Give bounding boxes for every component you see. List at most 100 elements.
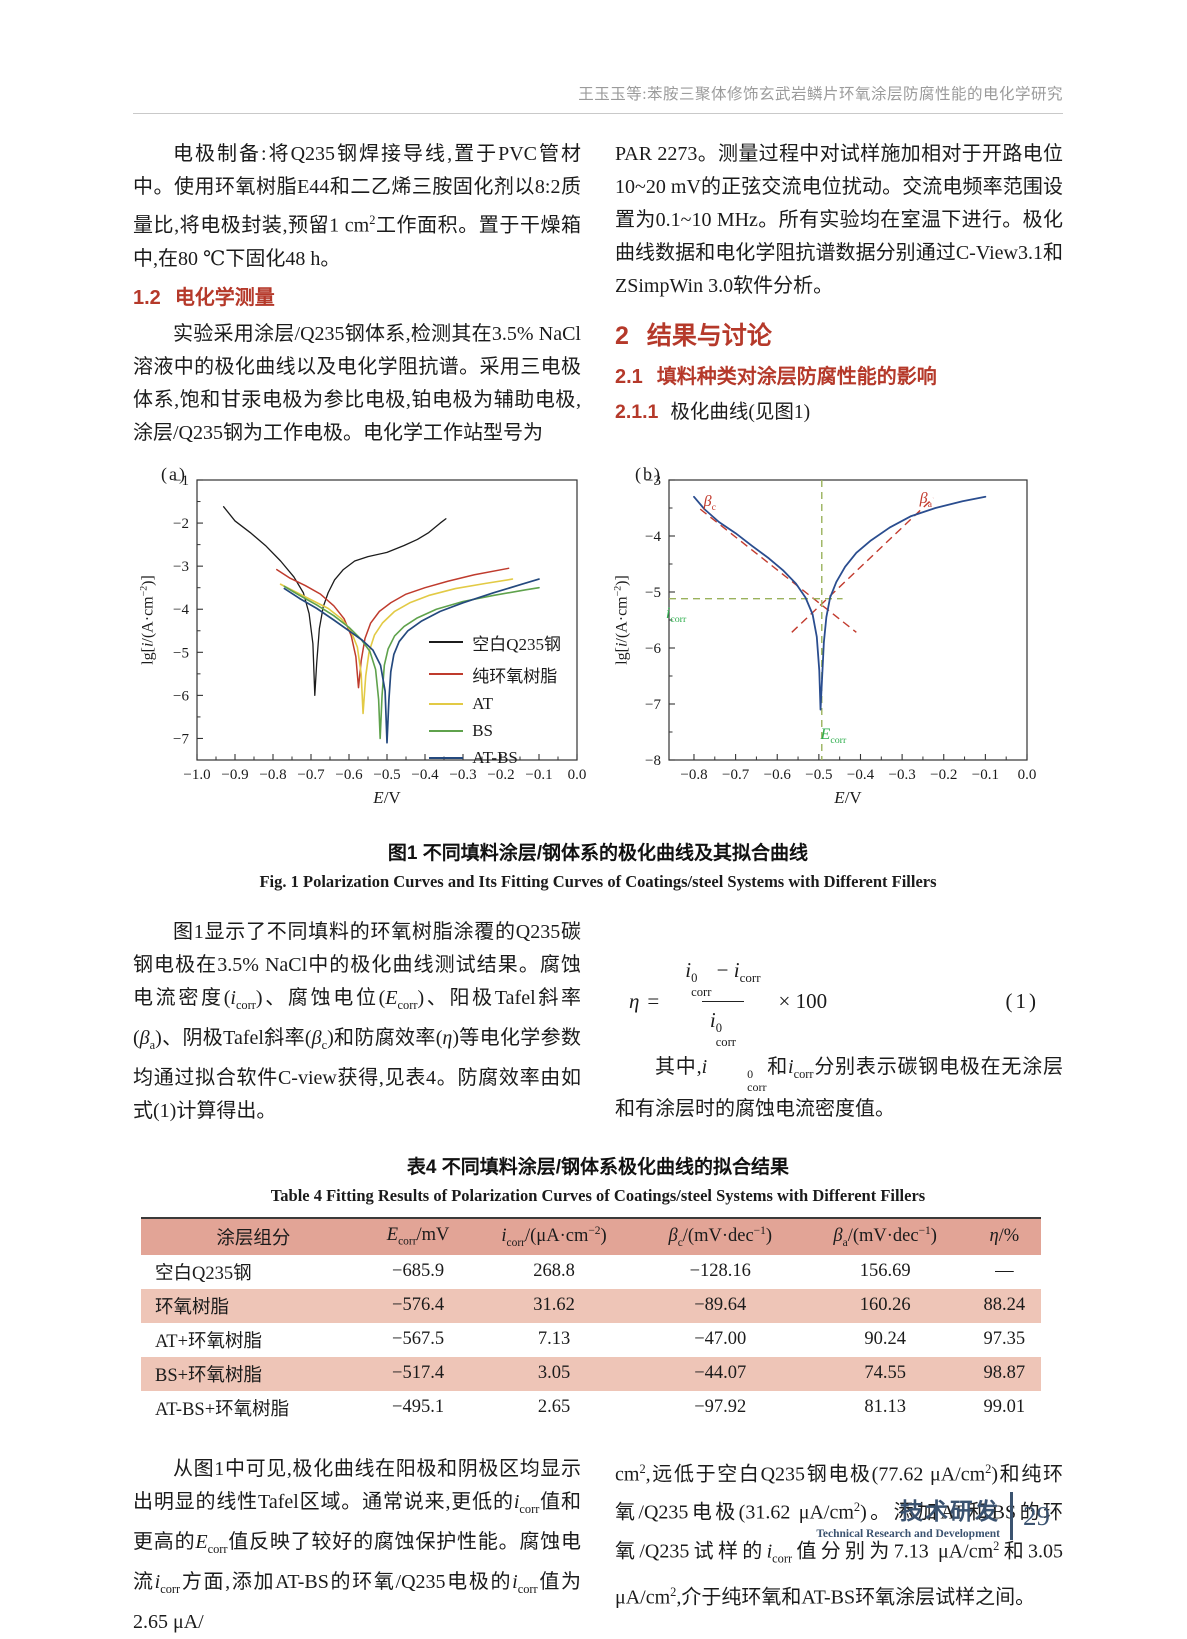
chart-svg: −1.0 −0.9 −0.8 −0.7 −0.6 −0.5 −0.4 −0.3 −0.2 −0.1… bbox=[173, 473, 586, 783]
series-line bbox=[222, 505, 447, 696]
legend-entry: BS bbox=[429, 721, 561, 741]
table-cell: −44.07 bbox=[637, 1356, 803, 1391]
table-row: 空白Q235钢 −685.9 268.8 −128.16 156.69 — bbox=[141, 1255, 1041, 1289]
chart-svg: −0.8 −0.7 −0.6 −0.5 −0.4 −0.3 −0.2 −0.1 0.0 −3 −4 −… bbox=[645, 473, 1037, 783]
table-cell: −495.1 bbox=[392, 1397, 445, 1418]
legend-entry: 空白Q235钢 bbox=[429, 630, 561, 655]
equation-1: η = i 0 corr − icorr i 0 corr × 100 (1) bbox=[629, 952, 1063, 1051]
table-cell: 31.62 bbox=[470, 1288, 638, 1323]
legend-label: 纯环氧树脂 bbox=[472, 666, 558, 686]
svg-text:−3: −3 bbox=[645, 473, 661, 489]
series-line bbox=[283, 577, 540, 744]
table-cell: 3.05 bbox=[470, 1356, 638, 1391]
table-cell: −576.4 bbox=[365, 1288, 471, 1323]
equals-sign: = bbox=[647, 988, 660, 1013]
table-cell: 98.87 bbox=[967, 1356, 1041, 1391]
panel-label: (a) bbox=[161, 463, 187, 484]
chart-annotation: icorr bbox=[665, 605, 687, 626]
paragraph-fig1-discussion: 图1显示了不同填料的环氧树脂涂覆的Q235碳钢电极在3.5% NaCl中的极化曲… bbox=[133, 920, 581, 1122]
panel-label: (b) bbox=[635, 463, 662, 484]
page-content: 王玉玉等:苯胺三聚体修饰玄武岩鳞片环氧涂层防腐性能的电化学研究 电极制备:将Q2… bbox=[133, 0, 1063, 1639]
table-4-body: 空白Q235钢 −685.9 268.8 −128.16 156.69 — 环氧树脂 −576… bbox=[141, 1255, 1041, 1425]
chart-legend: 空白Q235钢 纯环氧树脂 AT BS AT-BS bbox=[429, 630, 561, 768]
svg-text:−0.5: −0.5 bbox=[373, 767, 400, 783]
svg-text:−4: −4 bbox=[645, 529, 661, 545]
left-column-2: 图1显示了不同填料的环氧树脂涂覆的Q235碳钢电极在3.5% NaCl中的极化曲… bbox=[133, 916, 581, 1128]
table-cell: BS+环氧树脂 bbox=[141, 1356, 366, 1391]
heading-text: 极化曲线(见图1) bbox=[670, 402, 811, 423]
fraction-numerator: i 0 corr − icorr bbox=[685, 957, 761, 999]
legend-label: AT bbox=[472, 693, 493, 713]
svg-text:−0.8: −0.8 bbox=[680, 767, 707, 783]
heading-1-2: 1.2 电化学测量 bbox=[133, 283, 581, 313]
chart-annotation: βa bbox=[919, 489, 933, 510]
table-cell: −89.64 bbox=[637, 1288, 803, 1323]
table-cell: 97.35 bbox=[983, 1329, 1026, 1350]
table-4: 涂层组分 Ecorr/mV icorr/(μA·cm−2) βc/(mV·dec−1)… bbox=[141, 1216, 1041, 1425]
paragraph-electrochem-measure: 实验采用涂层/Q235钢体系,检测其在3.5% NaCl溶液中的极化曲线以及电化… bbox=[133, 322, 581, 444]
paragraph-equation-note: 其中,i 0 corr 和icorr分别表示碳钢电极在无涂层和有涂层时的腐蚀电流密度值… bbox=[615, 1055, 1064, 1121]
series-line bbox=[693, 495, 987, 711]
legend-line-swatch bbox=[429, 756, 464, 759]
right-column-3: cm2,远低于空白Q235钢电极(77.62 μA/cm2)和纯环氧/Q235电… bbox=[615, 1453, 1063, 1639]
table-header-cell: βc/(mV·dec−1) bbox=[637, 1217, 803, 1255]
equation-fraction: i 0 corr − icorr i 0 corr bbox=[677, 952, 768, 1051]
svg-text:−4: −4 bbox=[173, 602, 189, 618]
svg-text:−0.2: −0.2 bbox=[930, 767, 957, 783]
legend-label: BS bbox=[472, 720, 494, 740]
chart-annotation: βc bbox=[703, 493, 716, 514]
heading-text: 结果与讨论 bbox=[646, 322, 772, 350]
table-cell: 2.65 bbox=[537, 1397, 571, 1418]
svg-text:−0.5: −0.5 bbox=[805, 767, 832, 783]
heading-number: 1.2 bbox=[133, 286, 161, 309]
table-cell: 90.24 bbox=[864, 1329, 906, 1350]
heading-number: 2.1 bbox=[615, 366, 643, 388]
table-header-cell: 涂层组分 bbox=[141, 1217, 366, 1255]
figure-1-caption-cn: 图1 不同填料涂层/钢体系的极化曲线及其拟合曲线 bbox=[387, 842, 809, 864]
svg-text:0.0: 0.0 bbox=[1018, 767, 1037, 783]
table-cell: 环氧树脂 bbox=[141, 1288, 366, 1323]
heading-2-1: 2.1 填料种类对涂层防腐性能的影响 bbox=[615, 362, 1063, 392]
fraction-denominator: i 0 corr bbox=[701, 1000, 744, 1051]
table-cell: 156.69 bbox=[859, 1261, 911, 1282]
heading-2-1-1: 2.1.1 极化曲线(见图1) bbox=[615, 397, 1063, 428]
right-column-1: PAR 2273。测量过程中对试样施加相对于开路电位10~20 mV的正弦交流电… bbox=[615, 138, 1063, 450]
table-cell: 99.01 bbox=[983, 1397, 1026, 1418]
svg-text:−0.3: −0.3 bbox=[889, 767, 916, 783]
text-block-1: 电极制备:将Q235钢焊接导线,置于PVC管材中。使用环氧树脂E44和二乙烯三胺… bbox=[133, 138, 1063, 450]
heading-number: 2.1.1 bbox=[615, 401, 659, 423]
svg-text:−0.7: −0.7 bbox=[722, 767, 750, 783]
svg-text:−0.8: −0.8 bbox=[259, 767, 286, 783]
svg-text:−0.4: −0.4 bbox=[411, 767, 439, 783]
svg-text:−0.4: −0.4 bbox=[847, 767, 875, 783]
table-4-title-en: Table 4 Fitting Results of Polarization … bbox=[270, 1185, 926, 1205]
table-4-title-cn: 表4 不同填料涂层/钢体系极化曲线的拟合结果 bbox=[406, 1156, 790, 1178]
paragraph-electrode-prep: 电极制备:将Q235钢焊接导线,置于PVC管材中。使用环氧树脂E44和二乙烯三胺… bbox=[133, 143, 582, 270]
table-cell: −517.4 bbox=[365, 1356, 471, 1391]
table-cell: AT+环氧树脂 bbox=[155, 1331, 263, 1352]
heading-text: 填料种类对涂层防腐性能的影响 bbox=[656, 366, 937, 388]
table-row: 环氧树脂 −576.4 31.62 −89.64 160.26 88.24 bbox=[141, 1288, 1041, 1323]
svg-text:−6: −6 bbox=[645, 641, 661, 657]
figure-1: −1.0 −0.9 −0.8 −0.7 −0.6 −0.5 −0.4 −0.3 −0.2 −0.1… bbox=[133, 464, 1063, 824]
legend-label: 空白Q235钢 bbox=[472, 634, 561, 654]
footer-section-name: 技术研发 Technical Research and Development bbox=[816, 1492, 1000, 1540]
table-header-row: 涂层组分 Ecorr/mV icorr/(μA·cm−2) βc/(mV·dec−1)… bbox=[141, 1217, 1041, 1255]
legend-entry: 纯环氧树脂 bbox=[429, 662, 561, 687]
table-cell: −128.16 bbox=[689, 1261, 751, 1282]
heading-text: 电化学测量 bbox=[174, 286, 275, 309]
page-number: 29 bbox=[1023, 1500, 1050, 1531]
svg-text:−0.6: −0.6 bbox=[764, 767, 792, 783]
table-row: BS+环氧树脂 −517.4 3.05 −44.07 74.55 98.87 bbox=[141, 1356, 1041, 1391]
right-column-2: η = i 0 corr − icorr i 0 corr × 100 (1) 其中,i… bbox=[615, 916, 1063, 1128]
svg-text:−0.1: −0.1 bbox=[525, 767, 552, 783]
series-line bbox=[279, 577, 514, 714]
svg-text:−0.7: −0.7 bbox=[297, 767, 325, 783]
table-cell: 81.13 bbox=[864, 1397, 906, 1418]
svg-text:−1: −1 bbox=[173, 473, 189, 489]
x-axis-label: E/V bbox=[834, 787, 862, 807]
table-row: AT+环氧树脂 −567.5 7.13 −47.00 90.24 97.35 bbox=[141, 1323, 1041, 1357]
svg-text:−8: −8 bbox=[645, 753, 661, 769]
x-axis-label: E/V bbox=[373, 787, 401, 807]
svg-text:−6: −6 bbox=[173, 688, 189, 704]
